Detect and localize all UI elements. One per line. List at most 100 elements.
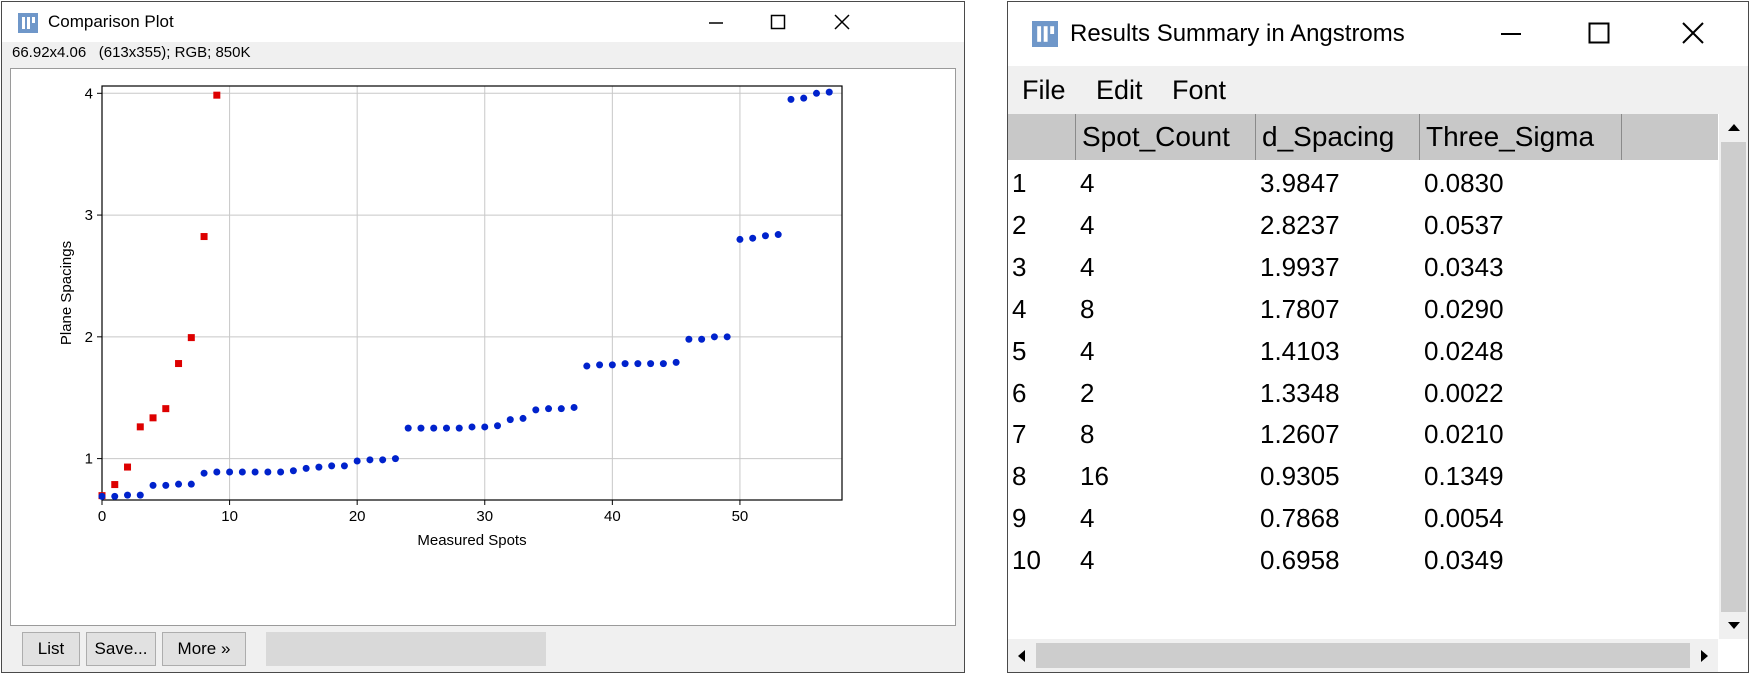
data-point-circle [379, 456, 387, 464]
data-point-circle [685, 335, 693, 343]
data-point-circle [812, 89, 820, 97]
x-tick-label: 40 [604, 508, 621, 525]
minimize-icon [1501, 33, 1521, 35]
cell-d-spacing: 1.9937 [1260, 251, 1340, 282]
close-button[interactable] [814, 2, 870, 42]
data-point-circle [226, 468, 234, 476]
results-table[interactable]: Spot_Count d_Spacing Three_Sigma 1 4 3.984… [1008, 114, 1718, 639]
data-point-circle [468, 423, 476, 431]
scroll-left-button[interactable] [1008, 639, 1034, 672]
x-tick-label: 0 [98, 508, 106, 525]
data-point-circle [302, 464, 310, 472]
results-title-bar[interactable]: Results Summary in Angstroms [1008, 2, 1748, 64]
column-header-spot-count[interactable]: Spot_Count [1076, 114, 1256, 160]
data-point-circle [825, 88, 833, 96]
minimize-button[interactable] [1472, 2, 1550, 64]
column-header-d-spacing[interactable]: d_Spacing [1256, 114, 1420, 160]
cell-d-spacing: 0.9305 [1260, 461, 1340, 492]
data-point-circle [647, 360, 655, 368]
minimize-button[interactable] [688, 2, 744, 42]
data-point-square [149, 414, 157, 422]
close-button[interactable] [1654, 2, 1732, 64]
plot-title-bar[interactable]: Comparison Plot [2, 2, 964, 42]
scroll-thumb[interactable] [1721, 142, 1746, 612]
data-point-circle [761, 232, 769, 240]
plot-frame [101, 85, 843, 501]
table-row[interactable]: 3 4 1.9937 0.0343 [1008, 244, 1718, 290]
scroll-down-button[interactable] [1719, 613, 1748, 639]
column-header-three-sigma[interactable]: Three_Sigma [1420, 114, 1622, 160]
imagej-icon [1032, 21, 1058, 47]
table-row[interactable]: 6 2 1.3348 0.0022 [1008, 370, 1718, 416]
cell-index: 10 [1012, 545, 1041, 576]
column-header-index[interactable] [1008, 114, 1076, 160]
menu-edit[interactable]: Edit [1096, 75, 1143, 105]
scroll-right-button[interactable] [1692, 639, 1718, 672]
x-axis-label: Measured Spots [417, 532, 526, 549]
data-point-circle [277, 468, 285, 476]
data-point-square [213, 91, 221, 99]
cell-index: 8 [1012, 461, 1027, 492]
scatter-chart: 0 10 20 30 40 50 1 2 3 4 Measured Spots Plane Spa… [58, 85, 843, 549]
vertical-scrollbar[interactable] [1719, 114, 1748, 639]
data-point-circle [787, 95, 795, 103]
close-icon [834, 14, 850, 30]
data-point-circle [124, 491, 132, 499]
cell-spot-count: 8 [1080, 419, 1095, 450]
cell-spot-count: 16 [1080, 461, 1109, 492]
data-point-circle [532, 406, 540, 414]
cell-index: 4 [1012, 293, 1027, 324]
table-row[interactable]: 4 8 1.7807 0.0290 [1008, 286, 1718, 332]
column-header-empty [1622, 114, 1718, 160]
horizontal-scrollbar[interactable] [1008, 639, 1718, 672]
data-point-circle [749, 234, 757, 242]
data-point-circle [187, 480, 195, 488]
y-axis-label: Plane Spacings [58, 241, 75, 345]
maximize-button[interactable] [750, 2, 806, 42]
table-row[interactable]: 9 4 0.7868 0.0054 [1008, 495, 1718, 541]
menu-font[interactable]: Font [1172, 75, 1227, 105]
maximize-icon [1588, 22, 1610, 44]
arrow-right-icon [1701, 649, 1708, 662]
list-button[interactable]: List [22, 632, 80, 666]
data-point-circle [149, 481, 157, 489]
data-point-circle [136, 491, 144, 499]
cell-index: 5 [1012, 335, 1027, 366]
scroll-up-button[interactable] [1719, 114, 1748, 140]
data-point-circle [289, 467, 297, 475]
arrow-left-icon [1018, 649, 1025, 662]
data-point-circle [672, 358, 680, 366]
axis-ticks: 0 10 20 30 40 50 1 2 3 4 [85, 85, 749, 525]
cell-d-spacing: 3.9847 [1260, 168, 1340, 198]
cell-spot-count: 4 [1080, 168, 1095, 198]
cell-d-spacing: 1.4103 [1260, 335, 1340, 366]
data-point-circle [570, 403, 578, 411]
data-point-circle [557, 405, 565, 413]
table-row[interactable]: 1 4 3.9847 0.0830 [1008, 160, 1718, 206]
table-row[interactable]: 2 4 2.8237 0.0537 [1008, 202, 1718, 248]
table-row[interactable]: 8 16 0.9305 0.1349 [1008, 453, 1718, 499]
data-point-circle [455, 424, 463, 432]
results-summary-window: Results Summary in Angstroms File Edit F… [1007, 1, 1749, 673]
y-tick-label: 3 [85, 207, 93, 224]
arrow-down-icon [1727, 622, 1740, 629]
menu-file[interactable]: File [1022, 75, 1066, 105]
cell-d-spacing: 2.8237 [1260, 209, 1340, 240]
more-button[interactable]: More » [162, 632, 246, 666]
data-point-circle [98, 492, 106, 500]
table-row[interactable]: 7 8 1.2607 0.0210 [1008, 411, 1718, 457]
plot-canvas[interactable]: 0 10 20 30 40 50 1 2 3 4 Measured Spots Plane Spa… [10, 68, 956, 626]
save-button[interactable]: Save... [86, 632, 156, 666]
cell-index: 3 [1012, 251, 1027, 282]
maximize-button[interactable] [1560, 2, 1638, 64]
cell-three-sigma: 0.0022 [1424, 377, 1504, 408]
scroll-thumb-horizontal[interactable] [1036, 643, 1690, 668]
data-point-circle [442, 424, 450, 432]
table-row[interactable]: 10 4 0.6958 0.0349 [1008, 537, 1718, 583]
cell-index: 7 [1012, 419, 1027, 450]
cell-three-sigma: 0.0537 [1424, 209, 1504, 240]
table-row[interactable]: 5 4 1.4103 0.0248 [1008, 328, 1718, 374]
data-point-circle [417, 424, 425, 432]
x-tick-label: 10 [221, 508, 238, 525]
data-point-circle [481, 423, 489, 431]
